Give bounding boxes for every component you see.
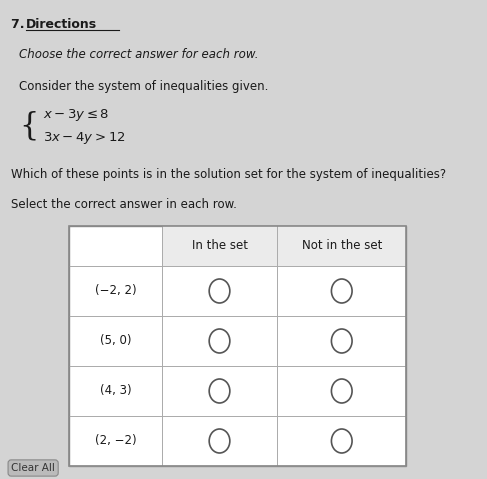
Text: {: { (19, 110, 38, 141)
Text: Which of these points is in the solution set for the system of inequalities?: Which of these points is in the solution… (11, 168, 446, 181)
Text: Not in the set: Not in the set (301, 240, 382, 252)
Bar (69, 226, 406, 466)
Bar (69, 226, 406, 466)
Text: (2, −2): (2, −2) (94, 434, 136, 447)
Text: Directions: Directions (26, 18, 97, 31)
Text: (4, 3): (4, 3) (99, 385, 131, 398)
Bar (162, 226, 406, 266)
Text: Consider the system of inequalities given.: Consider the system of inequalities give… (19, 80, 268, 93)
Text: $3x - 4y > 12$: $3x - 4y > 12$ (43, 130, 126, 146)
Text: In the set: In the set (191, 240, 247, 252)
Text: Choose the correct answer for each row.: Choose the correct answer for each row. (19, 48, 259, 61)
Text: Select the correct answer in each row.: Select the correct answer in each row. (11, 198, 237, 211)
Text: (5, 0): (5, 0) (100, 334, 131, 347)
Text: $x - 3y \leq 8$: $x - 3y \leq 8$ (43, 107, 110, 123)
Text: (−2, 2): (−2, 2) (94, 285, 136, 297)
Text: Clear All: Clear All (11, 463, 55, 473)
Text: 7.: 7. (11, 18, 29, 31)
